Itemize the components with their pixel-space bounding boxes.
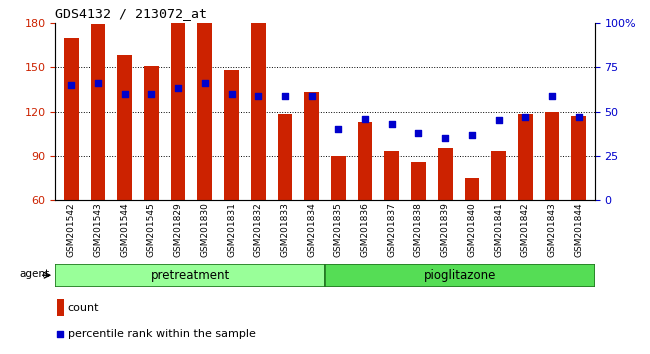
Text: GSM201840: GSM201840 [467,202,476,257]
Bar [278,114,292,200]
Bar [384,152,399,200]
Text: GSM201841: GSM201841 [494,202,503,257]
Bar [171,23,185,200]
Bar [358,122,372,200]
Point [440,135,450,141]
Text: GSM201835: GSM201835 [334,202,343,257]
Point [66,82,77,88]
Text: GSM201545: GSM201545 [147,202,156,257]
Bar [518,114,532,200]
Bar [411,162,426,200]
Text: GSM201844: GSM201844 [574,202,583,257]
Point [280,93,290,98]
Text: GSM201838: GSM201838 [414,202,423,257]
Text: pretreatment: pretreatment [151,269,229,282]
Text: GDS4132 / 213072_at: GDS4132 / 213072_at [55,7,207,21]
Point [306,93,317,98]
Text: GSM201543: GSM201543 [94,202,103,257]
Point [333,126,344,132]
Bar [304,92,319,200]
Point [55,331,66,336]
Text: GSM201833: GSM201833 [280,202,289,257]
Bar [57,299,64,316]
Point [360,116,370,121]
Bar [198,23,212,200]
Text: GSM201836: GSM201836 [361,202,370,257]
Text: GSM201832: GSM201832 [254,202,263,257]
Bar [571,116,586,200]
Point [520,114,530,120]
Text: agent: agent [20,269,49,279]
Text: GSM201829: GSM201829 [174,202,183,257]
Bar [438,148,452,200]
Bar [331,156,346,200]
Point [413,130,424,136]
Bar [224,70,239,200]
Point [93,80,103,86]
Bar [90,24,105,200]
Text: GSM201544: GSM201544 [120,202,129,257]
Text: pioglitazone: pioglitazone [424,269,496,282]
Point [547,93,557,98]
Bar [545,112,560,200]
Text: count: count [68,303,99,313]
Text: percentile rank within the sample: percentile rank within the sample [68,329,255,339]
Text: GSM201842: GSM201842 [521,202,530,257]
Point [173,86,183,91]
Text: GSM201839: GSM201839 [441,202,450,257]
Point [573,114,584,120]
Bar [325,264,595,287]
Point [493,118,504,123]
Point [120,91,130,97]
Point [387,121,397,127]
Text: GSM201837: GSM201837 [387,202,396,257]
Text: GSM201834: GSM201834 [307,202,316,257]
Bar [491,152,506,200]
Point [146,91,157,97]
Bar [251,23,266,200]
Bar [64,38,79,200]
Point [253,93,263,98]
Bar [55,264,325,287]
Point [467,132,477,137]
Text: GSM201843: GSM201843 [547,202,556,257]
Text: GSM201831: GSM201831 [227,202,236,257]
Point [226,91,237,97]
Point [200,80,210,86]
Bar [144,66,159,200]
Text: GSM201830: GSM201830 [200,202,209,257]
Bar [118,56,132,200]
Bar [465,178,479,200]
Text: GSM201542: GSM201542 [67,202,76,257]
